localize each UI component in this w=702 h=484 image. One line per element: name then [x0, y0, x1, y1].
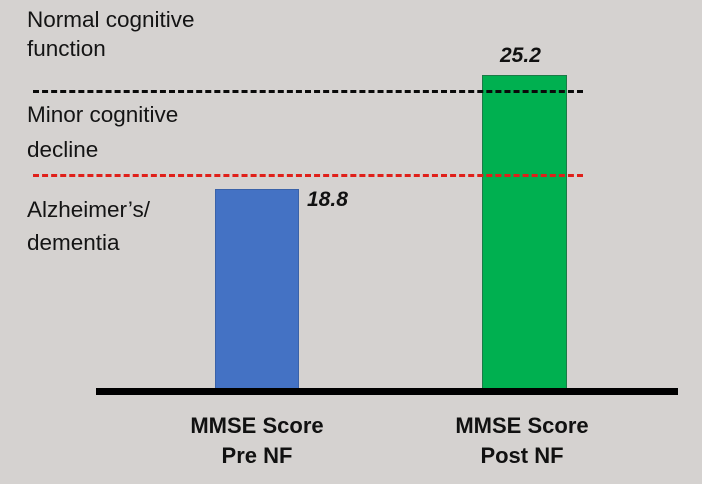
zone-label-line: decline: [27, 137, 99, 162]
zone-label-line: Minor cognitive: [27, 102, 179, 127]
zone-label-normal: Normal cognitive function: [27, 6, 195, 63]
category-label-pre-nf: MMSE Score Pre NF: [147, 411, 367, 471]
bar-pre-nf: [215, 189, 299, 391]
value-label-post-nf: 25.2: [500, 44, 541, 67]
category-label-line: MMSE Score: [190, 413, 324, 438]
zone-label-line: dementia: [27, 230, 120, 255]
category-label-line: Pre NF: [221, 443, 293, 468]
bar-post-nf: [482, 75, 567, 391]
threshold-line-dementia: [33, 174, 583, 177]
category-label-line: MMSE Score: [455, 413, 589, 438]
threshold-line-normal: [33, 90, 583, 93]
zone-label-line: function: [27, 36, 106, 61]
x-axis-line: [96, 388, 678, 395]
zone-label-line: Alzheimer’s/: [27, 197, 150, 222]
value-label-pre-nf: 18.8: [307, 188, 348, 211]
zone-label-alzheimers: Alzheimer’s/ dementia: [27, 196, 150, 257]
category-label-post-nf: MMSE Score Post NF: [412, 411, 632, 471]
category-label-line: Post NF: [480, 443, 564, 468]
zone-label-line: Normal cognitive: [27, 7, 195, 32]
zone-label-minor: Minor cognitive decline: [27, 101, 178, 164]
